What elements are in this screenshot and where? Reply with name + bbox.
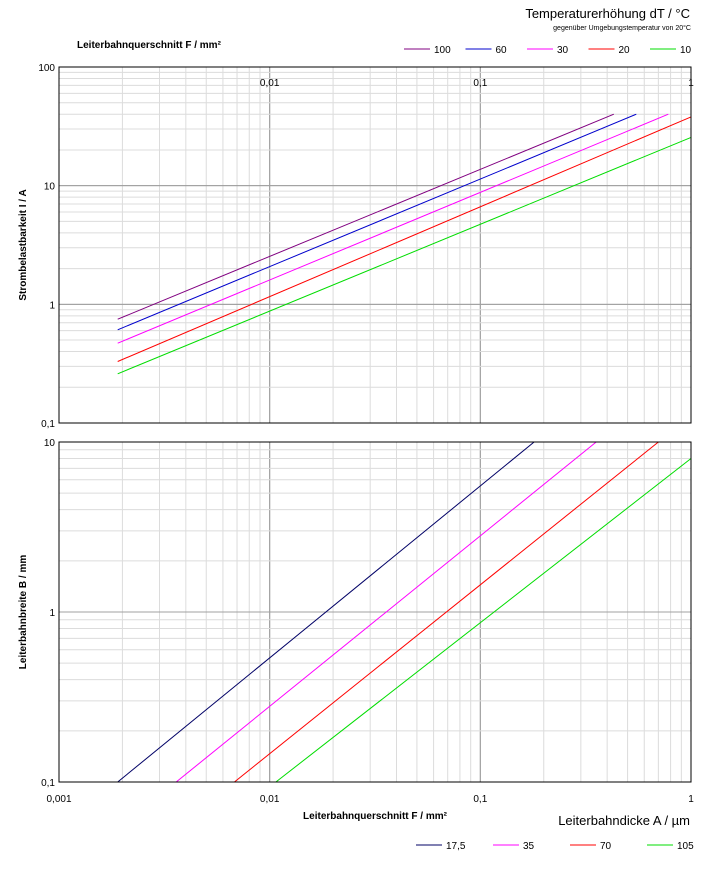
series-line-top-100 <box>117 113 614 320</box>
bottom-y-axis-label: Leiterbahnbreite B / mm <box>18 555 29 670</box>
plot-frame-bottom <box>58 441 692 783</box>
y-tick-label: 1 <box>49 608 55 619</box>
legend-temperature-label: 20 <box>619 45 631 56</box>
series-line-bottom-105 <box>275 458 692 783</box>
legend-thickness-label: 35 <box>523 841 535 852</box>
legend-title-thickness: Leiterbahndicke A / µm <box>558 813 690 828</box>
legend-temperature-label: 100 <box>434 45 451 56</box>
series-line-bottom-35 <box>175 441 597 783</box>
series-line-top-60 <box>117 113 637 331</box>
series-line-top-30 <box>117 113 669 344</box>
top-plot-grid <box>58 66 692 424</box>
y-tick-label: 0,1 <box>41 778 55 789</box>
series-line-top-20 <box>117 116 692 362</box>
x-tick-label-bottom: 0,1 <box>473 794 487 805</box>
y-tick-label: 10 <box>44 182 56 193</box>
top-x-axis-label: Leiterbahnquerschnitt F / mm² <box>77 40 221 51</box>
x-tick-label-top: 1 <box>688 78 694 89</box>
top-plot-series <box>117 113 692 375</box>
legends: 100 60 30 20 10 17,5 35 70 105 <box>404 45 694 852</box>
legend-temperature-label: 30 <box>557 45 569 56</box>
x-tick-label-bottom: 1 <box>688 794 694 805</box>
x-tick-label-bottom: 0,01 <box>260 794 280 805</box>
y-tick-label: 10 <box>44 438 56 449</box>
tick-labels: 0,1 1 10 100 0,1 1 10 0,01 0,1 1 0,001 0,01 0,1 1 <box>38 63 694 805</box>
y-tick-label: 100 <box>38 63 55 74</box>
legend-thickness-label: 17,5 <box>446 841 466 852</box>
legend-thickness-label: 70 <box>600 841 612 852</box>
legend-temperature-label: 10 <box>680 45 692 56</box>
x-tick-label-top: 0,1 <box>473 78 487 89</box>
x-tick-label-bottom: 0,001 <box>46 794 71 805</box>
legend-thickness-label: 105 <box>677 841 694 852</box>
x-tick-label-top: 0,01 <box>260 78 280 89</box>
y-tick-label: 0,1 <box>41 419 55 430</box>
top-y-axis-label: Strombelastbarkeit I / A <box>18 189 29 300</box>
series-line-top-10 <box>117 136 692 375</box>
bottom-x-axis-label: Leiterbahnquerschnitt F / mm² <box>303 811 448 822</box>
bottom-plot-series <box>117 441 692 783</box>
chart-subtitle: gegenüber Umgebungstemperatur von 20°C <box>553 25 691 32</box>
series-line-bottom-70 <box>234 441 659 783</box>
series-line-bottom-17-5 <box>117 441 535 783</box>
plot-frame-top <box>58 66 692 424</box>
legend-temperature-label: 60 <box>496 45 508 56</box>
y-tick-label: 1 <box>49 300 55 311</box>
bottom-plot-grid <box>58 441 692 783</box>
plot-frames <box>58 66 692 783</box>
chart-title: Temperaturerhöhung dT / °C <box>525 6 690 21</box>
